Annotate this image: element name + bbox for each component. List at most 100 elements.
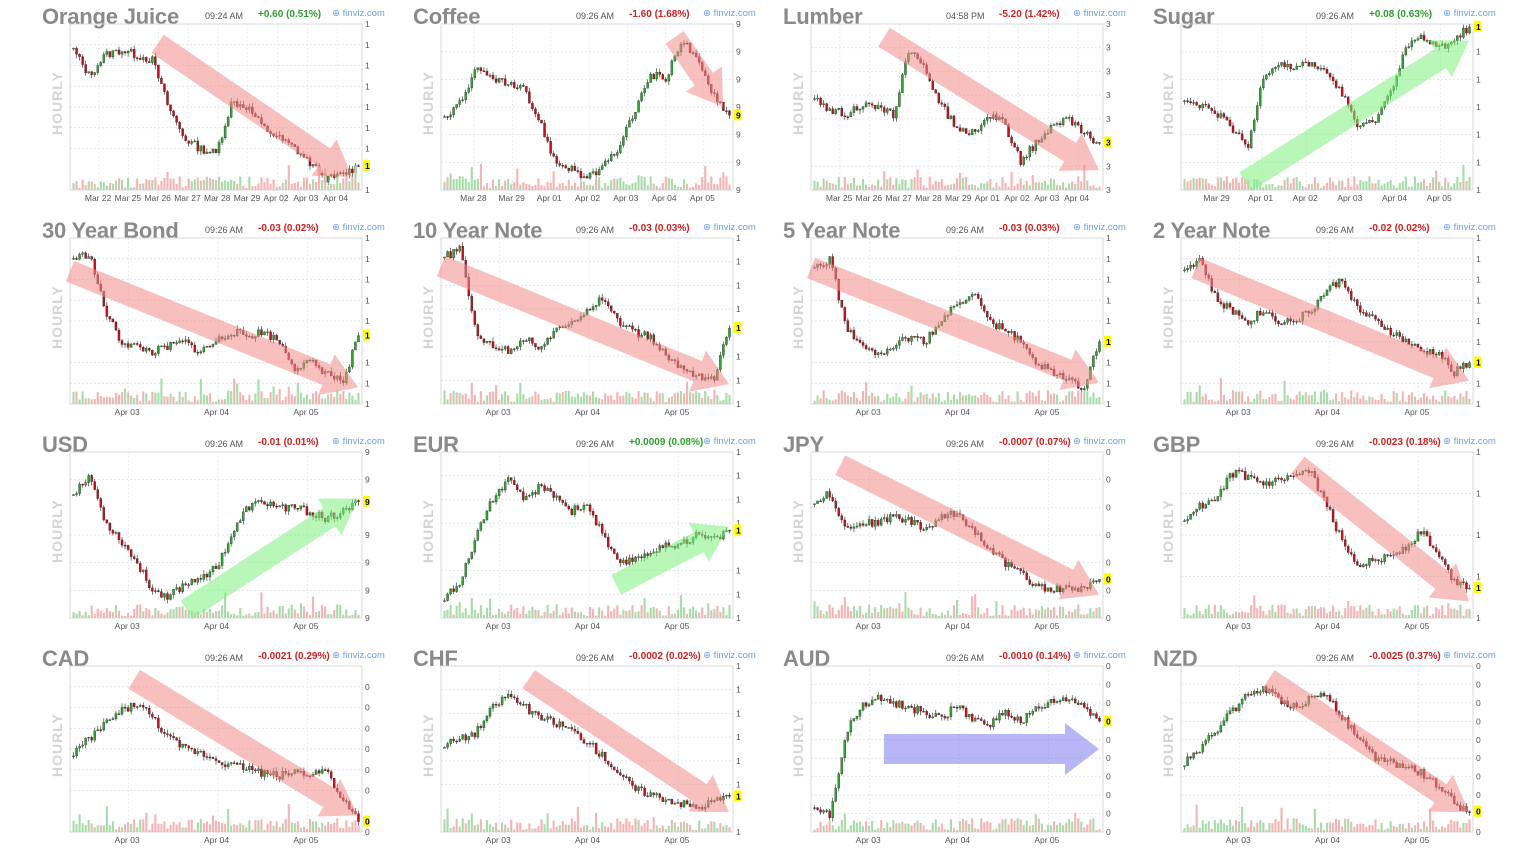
candlestick-chart[interactable]: 132.00130.00128.00126.00124.00122.00120.… (0, 0, 370, 215)
finviz-brand-link[interactable]: ⊕ finviz.com (332, 222, 385, 233)
volume-bar (157, 184, 160, 190)
candle (973, 718, 977, 722)
volume-bar (543, 186, 546, 190)
finviz-brand-link[interactable]: ⊕ finviz.com (332, 650, 385, 661)
volume-bar (907, 607, 910, 618)
candle (1037, 706, 1041, 709)
volume-bar (357, 825, 360, 832)
candle (1268, 73, 1271, 76)
chart-title[interactable]: CAD (42, 646, 90, 671)
chart-title[interactable]: JPY (783, 432, 824, 457)
volume-bar (716, 395, 719, 404)
candle (1328, 285, 1332, 291)
candlestick-chart[interactable]: 12.7012.6012.5012.4012.3012.20Mar 29Apr … (1111, 0, 1481, 215)
volume-bar (1040, 823, 1043, 832)
finviz-brand-link[interactable]: ⊕ finviz.com (703, 436, 756, 447)
candlestick-chart[interactable]: 106.50106.48106.46106.44106.42106.40106.… (1111, 214, 1481, 429)
volume-bar (139, 819, 142, 832)
candlestick-chart[interactable]: 115.70115.65115.60115.55115.50115.40115.… (741, 214, 1111, 429)
chart-title[interactable]: 30 Year Bond (42, 218, 179, 243)
chart-title[interactable]: Lumber (783, 4, 863, 29)
volume-bar (619, 614, 622, 618)
volume-bar (998, 614, 1001, 618)
last-price-marker (1474, 20, 1481, 32)
candle (1234, 310, 1238, 315)
candlestick-chart[interactable]: 97.0096.0095.0094.0093.0092.0091.00Mar 2… (371, 0, 741, 215)
chart-title[interactable]: EUR (413, 432, 459, 457)
finviz-brand-link[interactable]: ⊕ finviz.com (1073, 222, 1126, 233)
volume-bar (1365, 400, 1368, 404)
chart-panel[interactable]: Lumber 04:58 PM -5.20 (1.42%) ⊕ finviz.com 3… (741, 0, 1126, 215)
finviz-brand-link[interactable]: ⊕ finviz.com (1443, 650, 1496, 661)
volume-bar (513, 181, 516, 190)
chart-panel[interactable]: Coffee 09:26 AM -1.60 (1.68%) ⊕ finviz.com 9… (371, 0, 756, 215)
candlestick-chart[interactable]: 148.60148.40148.20148.00147.80147.40147.… (0, 214, 370, 429)
chart-title[interactable]: AUD (783, 646, 831, 671)
chart-title[interactable]: Coffee (413, 4, 481, 29)
volume-bar (1441, 395, 1444, 404)
chart-title[interactable]: 10 Year Note (413, 218, 543, 243)
volume-bar (1201, 396, 1204, 404)
candlestick-chart[interactable]: 0.71500.71400.71300.71100.71000.70900.70… (741, 642, 1111, 857)
volume-bar (239, 607, 242, 618)
chart-panel[interactable]: 2 Year Note 09:26 AM -0.02 (0.02%) ⊕ finviz… (1111, 214, 1496, 429)
candlestick-chart[interactable]: 385.00380.00375.00370.00365.00355.00350.… (741, 0, 1111, 215)
finviz-brand-link[interactable]: ⊕ finviz.com (703, 222, 756, 233)
x-tick-label: Apr 05 (293, 407, 318, 417)
candlestick-chart[interactable]: 1.32501.32001.31501.31001.3050Apr 03Apr … (1111, 428, 1481, 643)
chart-title[interactable]: GBP (1153, 432, 1201, 457)
finviz-brand-link[interactable]: ⊕ finviz.com (332, 8, 385, 19)
volume-bar (166, 828, 169, 832)
volume-bar (616, 605, 619, 618)
volume-bar (272, 386, 275, 404)
finviz-brand-link[interactable]: ⊕ finviz.com (703, 8, 756, 19)
volume-bar (1374, 615, 1377, 618)
finviz-brand-link[interactable]: ⊕ finviz.com (1073, 8, 1126, 19)
chart-title[interactable]: 2 Year Note (1153, 218, 1271, 243)
volume-bar (1062, 606, 1065, 618)
y-tick-label: 0.7140 (1106, 679, 1111, 689)
finviz-brand-link[interactable]: ⊕ finviz.com (332, 436, 385, 447)
chart-title[interactable]: 5 Year Note (783, 218, 901, 243)
candle (1307, 62, 1311, 67)
volume-bar (166, 396, 169, 404)
chart-title[interactable]: USD (42, 432, 88, 457)
chart-panel[interactable]: Orange Juice 09:24 AM +0.60 (0.51%) ⊕ finvi… (0, 0, 385, 215)
volume-bar (840, 605, 843, 618)
candle (1316, 66, 1320, 69)
finviz-brand-link[interactable]: ⊕ finviz.com (1073, 650, 1126, 661)
finviz-brand-link[interactable]: ⊕ finviz.com (1443, 222, 1496, 233)
chart-title[interactable]: Orange Juice (42, 4, 179, 29)
candlestick-chart[interactable]: 0.68200.68100.68000.67900.67800.67700.67… (1111, 642, 1481, 857)
candle (120, 51, 124, 55)
finviz-brand-link[interactable]: ⊕ finviz.com (703, 650, 756, 661)
candlestick-chart[interactable]: 0.75400.75300.75200.75100.75000.74900.74… (0, 642, 370, 857)
chart-panel[interactable]: 10 Year Note 09:26 AM -0.03 (0.03%) ⊕ finvi… (371, 214, 756, 429)
candle (193, 578, 196, 583)
candlestick-chart[interactable]: 1.13301.13201.13101.13001.12801.12701.12… (371, 428, 741, 643)
chart-title[interactable]: CHF (413, 646, 458, 671)
volume-bar (1253, 398, 1256, 404)
candlestick-chart[interactable]: 123.90123.80123.70123.60123.40123.30123.… (371, 214, 741, 429)
chart-title[interactable]: NZD (1153, 646, 1198, 671)
chart-panel[interactable]: 5 Year Note 09:26 AM -0.03 (0.03%) ⊕ finviz… (741, 214, 1126, 429)
volume-bar (251, 829, 254, 832)
finviz-brand-link[interactable]: ⊕ finviz.com (1073, 436, 1126, 447)
finviz-brand-link[interactable]: ⊕ finviz.com (1443, 436, 1496, 447)
chart-panel[interactable]: 30 Year Bond 09:26 AM -0.03 (0.02%) ⊕ finvi… (0, 214, 385, 429)
candlestick-chart[interactable]: 1.01201.01101.01001.00901.00801.00701.00… (371, 642, 741, 857)
chart-title[interactable]: Sugar (1153, 4, 1215, 29)
finviz-brand-link[interactable]: ⊕ finviz.com (1443, 8, 1496, 19)
candlestick-chart[interactable]: 97.1097.0096.8096.7096.6096.50Apr 03Apr … (0, 428, 370, 643)
volume-bar (217, 821, 221, 832)
candlestick-chart[interactable]: 0.90500.90400.90300.90200.90100.90000.89… (741, 428, 1111, 643)
